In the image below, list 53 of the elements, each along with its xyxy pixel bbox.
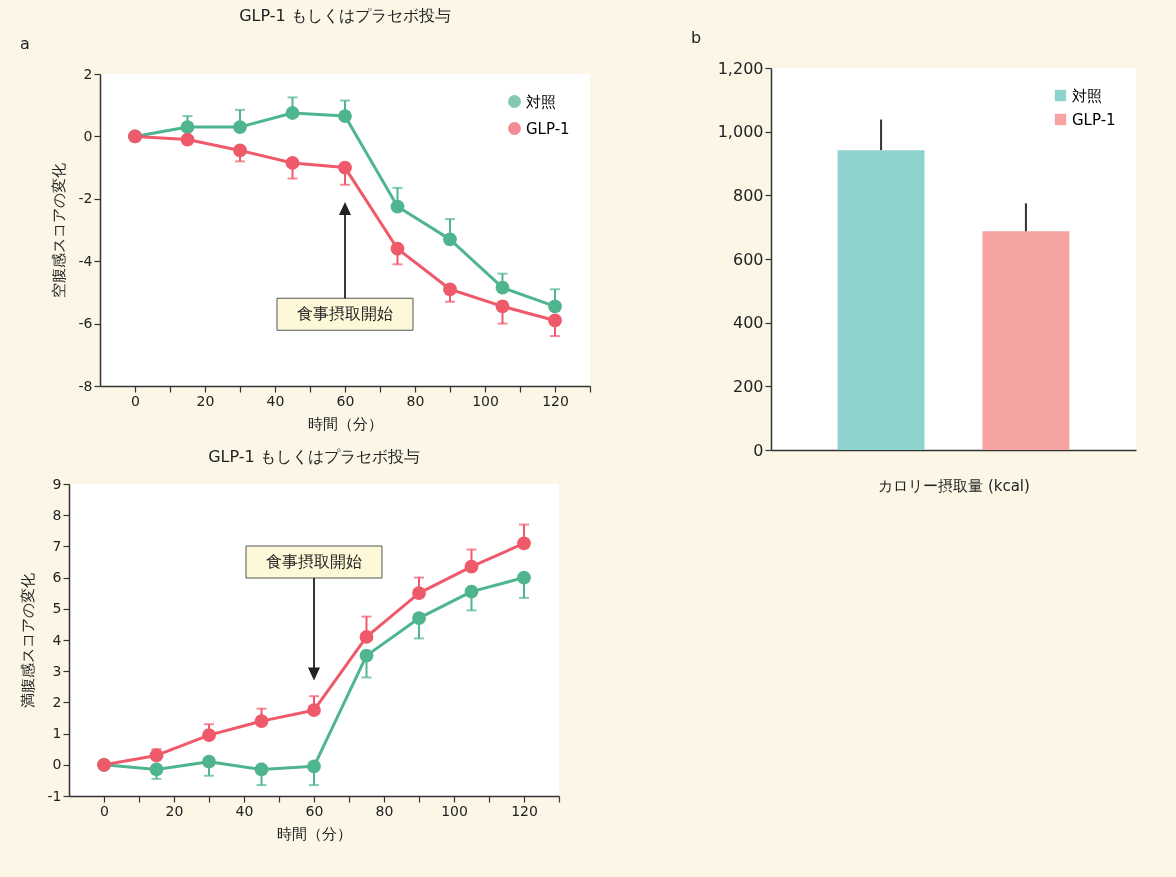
- x-tick-label: 80: [375, 802, 394, 819]
- y-tick-label: 3: [52, 662, 62, 679]
- annotation: 食事摂取開始: [297, 304, 393, 324]
- x-tick-label: 20: [196, 392, 215, 409]
- y-tick-label: 200: [732, 376, 764, 396]
- y-tick-label: 5: [52, 600, 62, 617]
- text: b: [691, 28, 702, 47]
- x-tick-label: 40: [235, 802, 254, 819]
- legend-label: 対照: [526, 92, 556, 111]
- x-axis-title: 時間（分）: [308, 414, 383, 433]
- x-axis-title: カロリー摂取量 (kcal): [878, 476, 1030, 495]
- x-tick-label: 120: [542, 392, 569, 409]
- x-tick-label: 60: [336, 392, 355, 409]
- y-tick-label: 400: [732, 313, 764, 333]
- y-axis-title: 空腹感スコアの変化: [49, 163, 68, 298]
- y-tick-label: 2: [83, 65, 93, 82]
- y-tick-label: 0: [52, 756, 62, 773]
- x-axis-title: 時間（分）: [277, 824, 352, 843]
- x-tick-label: 0: [100, 802, 109, 819]
- x-tick-label: 120: [511, 802, 538, 819]
- y-tick-label: 0: [83, 127, 93, 144]
- x-tick-label: 100: [441, 802, 468, 819]
- y-tick-label: -4: [78, 252, 93, 269]
- x-tick-label: 20: [165, 802, 184, 819]
- y-tick-label: 1,200: [717, 58, 764, 78]
- y-tick-label: 9: [52, 475, 62, 492]
- x-tick-label: 100: [472, 392, 499, 409]
- x-tick-label: 60: [305, 802, 324, 819]
- x-tick-label: 40: [266, 392, 285, 409]
- y-tick-label: 7: [52, 537, 62, 554]
- legend-label: GLP-1: [526, 119, 570, 138]
- y-tick-label: 0: [753, 440, 764, 460]
- y-tick-label: 1,000: [717, 122, 764, 142]
- y-tick-label: -6: [78, 315, 93, 332]
- y-axis-title: 満腹感スコアの変化: [18, 573, 37, 708]
- x-tick-label: 80: [406, 392, 425, 409]
- chart-title: GLP-1 もしくはプラセボ投与: [208, 447, 420, 466]
- x-tick-label: 0: [131, 392, 140, 409]
- y-tick-label: 1: [52, 725, 62, 742]
- text: a: [20, 34, 30, 53]
- y-tick-label: 8: [52, 506, 62, 523]
- y-tick-label: -8: [78, 377, 93, 394]
- y-tick-label: -1: [47, 787, 62, 804]
- annotation: 食事摂取開始: [266, 552, 362, 571]
- legend-label: 対照: [1072, 86, 1102, 105]
- y-tick-label: 2: [52, 693, 62, 710]
- y-tick-label: 600: [732, 249, 764, 269]
- y-tick-label: 800: [732, 185, 764, 205]
- y-tick-label: 6: [52, 569, 62, 586]
- legend-label: GLP-1: [1072, 110, 1116, 129]
- y-tick-label: 4: [52, 631, 62, 648]
- chart-title: GLP-1 もしくはプラセボ投与: [239, 6, 451, 25]
- y-tick-label: -2: [78, 190, 93, 207]
